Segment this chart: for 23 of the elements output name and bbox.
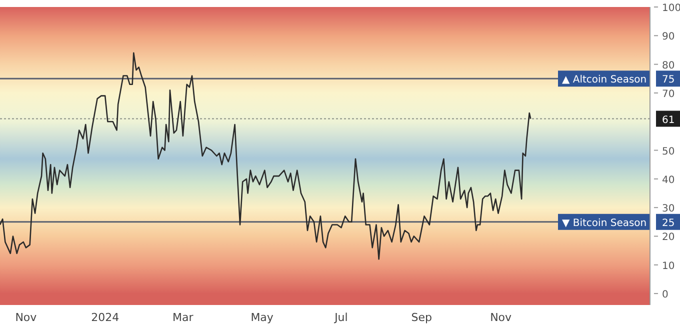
- ref-line-label: ▲ Altcoin Season: [562, 74, 647, 86]
- y-tick-label: 70: [662, 88, 675, 100]
- y-tick-label: 50: [662, 146, 675, 158]
- x-tick-label: Nov: [15, 310, 38, 324]
- x-tick-label: May: [250, 310, 274, 324]
- y-tick-label: 10: [662, 260, 675, 272]
- x-tick-label: Nov: [490, 310, 512, 324]
- y-tick-label: 40: [662, 174, 675, 186]
- x-tick-label: Sep: [411, 310, 432, 324]
- y-tick-label: 0: [662, 290, 668, 301]
- y-tick-label: 25: [662, 218, 675, 229]
- y-tick-label: 80: [662, 60, 675, 72]
- y-tick-label: 90: [662, 32, 675, 43]
- line-series: [0, 52, 532, 260]
- y-tick-label: 61: [662, 114, 675, 126]
- x-tick-label: 2024: [91, 310, 120, 324]
- y-tick-label: 20: [662, 232, 675, 244]
- y-tick-label: 30: [662, 204, 675, 215]
- y-tick-label: 75: [662, 74, 675, 86]
- x-tick-label: Jul: [334, 310, 348, 324]
- ref-line-label: ▼ Bitcoin Season: [562, 218, 647, 229]
- x-tick-label: Mar: [172, 310, 194, 324]
- y-tick-label: 100: [662, 3, 680, 14]
